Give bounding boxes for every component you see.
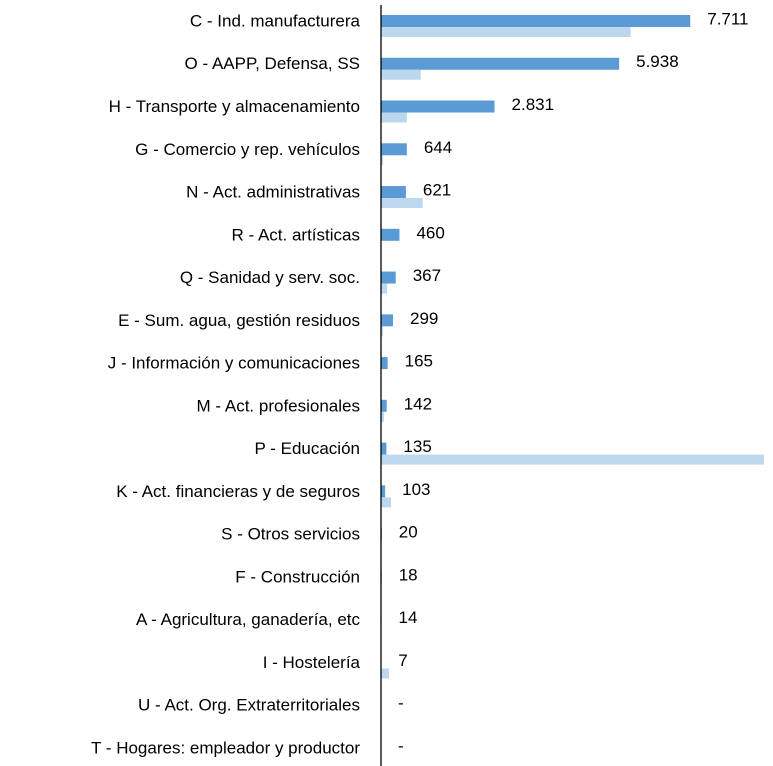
category-label: A - Agricultura, ganadería, etc (136, 610, 360, 629)
bar (381, 442, 387, 455)
bar (381, 143, 407, 156)
category-label: R - Act. artísticas (232, 225, 360, 244)
bar (381, 399, 387, 412)
bar (381, 454, 764, 465)
value-label: 18 (399, 565, 418, 584)
value-label: 644 (424, 138, 452, 157)
category-label: M - Act. profesionales (197, 396, 360, 415)
bar (381, 69, 421, 80)
value-label: 103 (402, 480, 430, 499)
category-label: T - Hogares: empleador y productor (91, 738, 360, 757)
category-label: O - AAPP, Defensa, SS (185, 54, 360, 73)
bar (381, 668, 390, 679)
bar (381, 326, 384, 337)
value-label: 621 (423, 181, 451, 200)
category-label: Q - Sanidad y serv. soc. (180, 268, 360, 287)
category-label: H - Transporte y almacenamiento (109, 97, 360, 116)
bar (381, 271, 396, 284)
value-label: 20 (399, 523, 418, 542)
category-label: U - Act. Org. Extraterritoriales (138, 696, 360, 715)
value-label: 299 (410, 309, 438, 328)
bar (381, 314, 393, 327)
category-label: P - Educación (254, 439, 360, 458)
category-label: G - Comercio y rep. vehículos (135, 140, 360, 159)
bar (381, 283, 388, 294)
value-label: 2.831 (512, 95, 555, 114)
category-label: C - Ind. manufacturera (190, 11, 361, 30)
value-label: 165 (405, 352, 433, 371)
value-label: - (398, 736, 404, 755)
bar (381, 357, 388, 370)
value-label: 460 (416, 223, 444, 242)
bar (381, 198, 423, 209)
bar (381, 411, 385, 422)
value-label: 135 (403, 437, 431, 456)
value-label: 14 (399, 608, 418, 627)
value-label: 7 (398, 651, 407, 670)
value-label: 142 (404, 394, 432, 413)
bar (381, 15, 691, 27)
value-label: 5.938 (636, 52, 679, 71)
bar (381, 497, 392, 508)
bar (381, 228, 400, 241)
bar (381, 112, 407, 123)
value-label: - (398, 694, 404, 713)
category-label: E - Sum. agua, gestión residuos (118, 311, 360, 330)
bar (381, 57, 620, 70)
category-label: J - Información y comunicaciones (108, 354, 360, 373)
bar (381, 27, 631, 37)
bar (381, 186, 406, 199)
bar (381, 100, 495, 113)
bar (381, 485, 386, 498)
value-label: 7.711 (707, 9, 748, 28)
category-label: K - Act. financieras y de seguros (116, 482, 360, 501)
category-label: F - Construcción (235, 567, 360, 586)
bar (381, 155, 384, 166)
category-label: N - Act. administrativas (186, 183, 360, 202)
category-label: S - Otros servicios (221, 525, 360, 544)
category-label: I - Hostelería (263, 653, 361, 672)
value-label: 367 (413, 266, 441, 285)
